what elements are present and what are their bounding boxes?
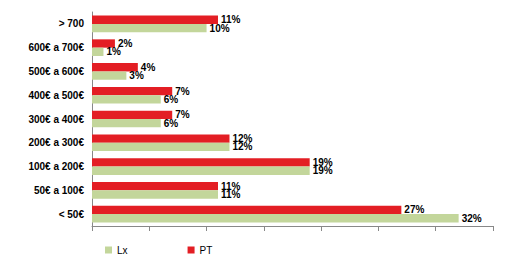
svg-text:4%: 4%: [140, 61, 156, 73]
svg-text:6%: 6%: [164, 118, 179, 129]
svg-text:500€ a 600€: 500€ a 600€: [28, 66, 84, 77]
svg-text:600€ a 700€: 600€ a 700€: [28, 42, 84, 53]
svg-text:300€ a 400€: 300€ a 400€: [28, 114, 84, 125]
svg-text:PT: PT: [200, 245, 213, 256]
svg-text:> 700: > 700: [59, 18, 85, 29]
svg-text:11%: 11%: [221, 180, 241, 192]
svg-text:6%: 6%: [164, 94, 179, 105]
svg-text:12%: 12%: [232, 141, 252, 152]
svg-text:10%: 10%: [210, 23, 230, 34]
svg-text:400€ a 500€: 400€ a 500€: [28, 90, 84, 101]
svg-text:19%: 19%: [312, 156, 333, 168]
svg-text:3%: 3%: [129, 70, 144, 81]
svg-text:1%: 1%: [106, 46, 121, 57]
svg-text:< 50€: < 50€: [59, 209, 85, 220]
svg-text:12%: 12%: [232, 133, 253, 145]
svg-text:Lx: Lx: [117, 245, 128, 256]
svg-text:19%: 19%: [313, 165, 333, 176]
svg-text:27%: 27%: [404, 204, 424, 215]
svg-text:100€ a 200€: 100€ a 200€: [28, 161, 84, 172]
svg-text:50€ a 100€: 50€ a 100€: [34, 185, 84, 196]
svg-text:7%: 7%: [175, 109, 190, 121]
svg-text:200€ a 300€: 200€ a 300€: [28, 137, 84, 148]
svg-text:11%: 11%: [221, 189, 241, 200]
svg-text:32%: 32%: [462, 213, 482, 224]
svg-text:7%: 7%: [175, 85, 190, 97]
svg-text:2%: 2%: [117, 38, 133, 49]
svg-text:11%: 11%: [221, 14, 241, 26]
